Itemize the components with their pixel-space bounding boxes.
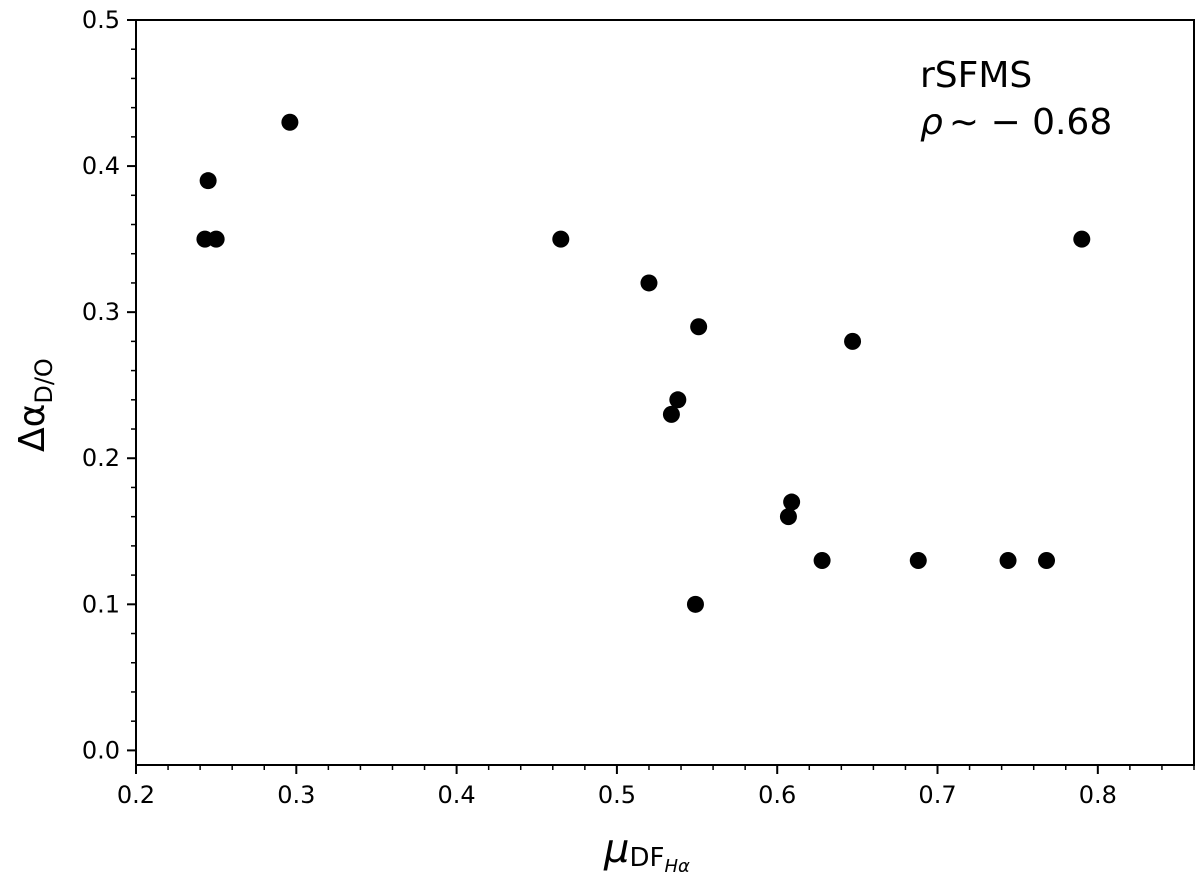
x-axis-label: μDFHα [603, 826, 690, 877]
data-point [207, 230, 225, 248]
x-tick-label: 0.7 [918, 781, 956, 809]
correlation-annotation: ρ ∼ − 0.68 [920, 102, 1112, 143]
data-point [783, 493, 801, 511]
data-point [1038, 551, 1056, 569]
y-tick-label: 0.2 [82, 444, 120, 472]
y-tick-label: 0.0 [82, 736, 120, 764]
y-tick-label: 0.1 [82, 590, 120, 618]
data-point [686, 595, 704, 613]
data-point [909, 551, 927, 569]
data-point [669, 391, 687, 409]
x-tick-label: 0.8 [1079, 781, 1117, 809]
data-point [640, 274, 658, 292]
data-point [844, 332, 862, 350]
data-point [1073, 230, 1091, 248]
data-points [196, 113, 1091, 613]
axis-ticks: 0.2 0.3 0.4 0.5 0.6 0.7 0.8 0.0 0.1 0.2 0.3 0.4 0.5 [82, 6, 1195, 809]
y-tick-label: 0.3 [82, 298, 120, 326]
y-tick-label: 0.4 [82, 152, 120, 180]
x-tick-label: 0.5 [598, 781, 636, 809]
data-point [662, 405, 680, 423]
data-point [199, 172, 217, 190]
y-axis-label: ΔαD/O [12, 358, 58, 452]
x-tick-label: 0.3 [277, 781, 315, 809]
data-point [779, 508, 797, 526]
data-point [999, 551, 1017, 569]
plot-frame [135, 19, 1195, 766]
data-point [690, 318, 708, 336]
x-tick-label: 0.4 [438, 781, 476, 809]
x-tick-label: 0.2 [117, 781, 155, 809]
data-point [813, 551, 831, 569]
y-tick-label: 0.5 [82, 6, 120, 34]
data-point [552, 230, 570, 248]
x-tick-label: 0.6 [758, 781, 796, 809]
annotation-label: rSFMS [920, 55, 1032, 96]
data-point [281, 113, 299, 131]
